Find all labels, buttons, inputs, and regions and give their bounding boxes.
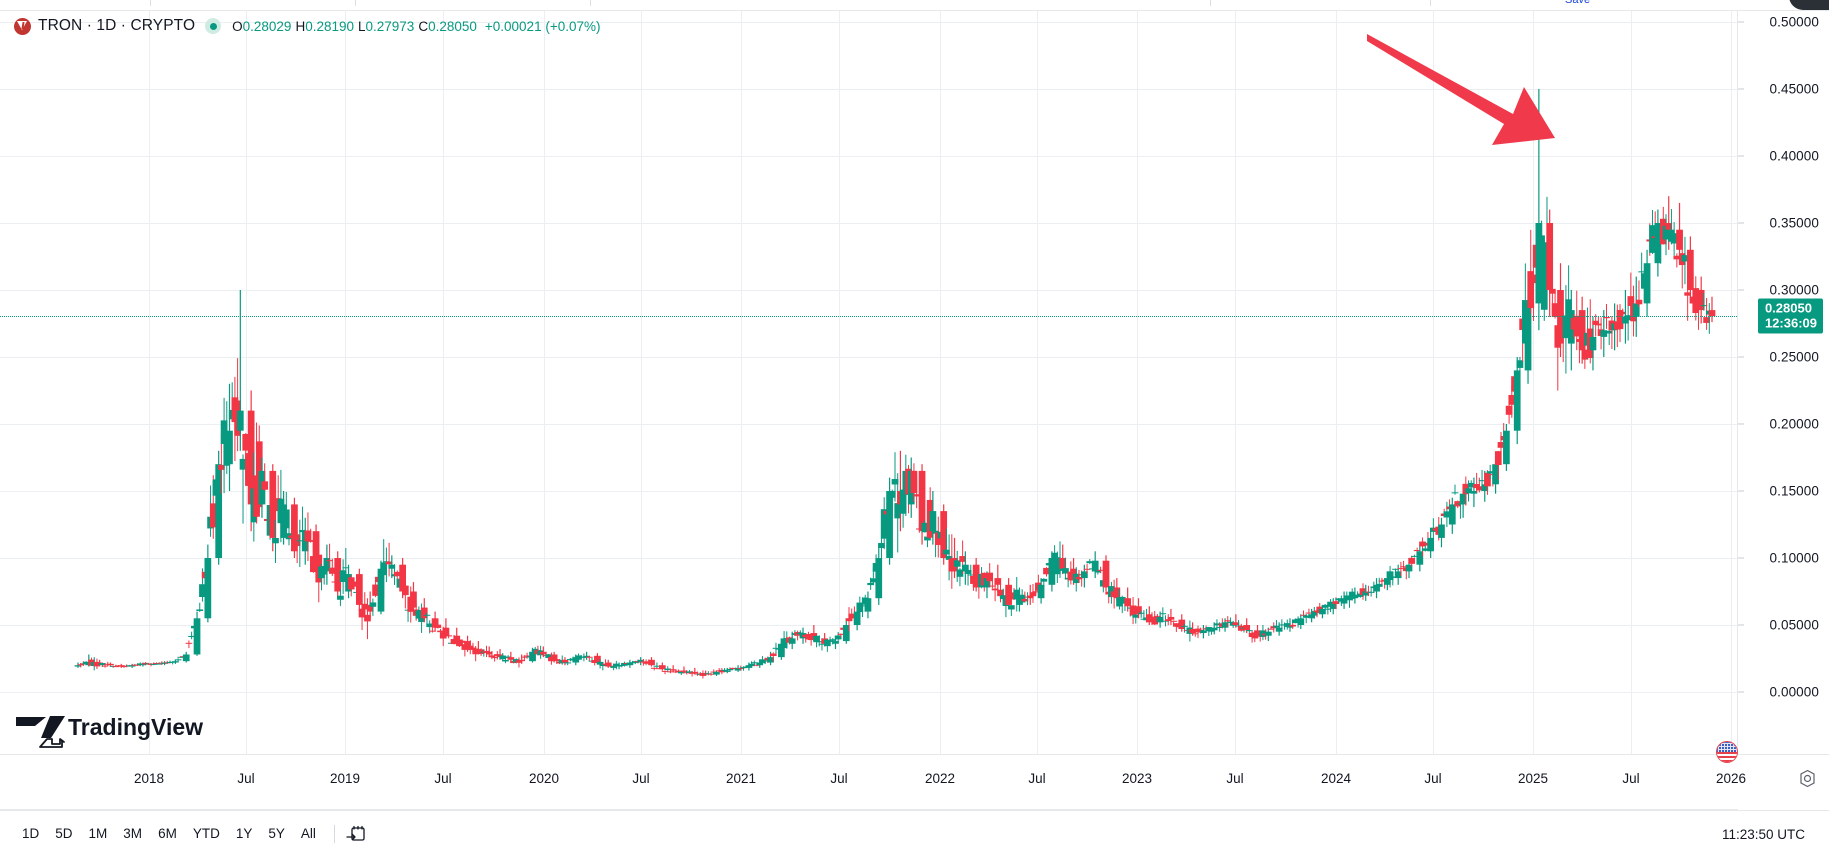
browser-chrome-strip: Save [0, 0, 1829, 10]
price-tick: 0.30000 [1769, 282, 1819, 298]
time-tick: Jul [830, 771, 848, 786]
price-tick: 0.35000 [1769, 215, 1819, 231]
timeframe-ytd[interactable]: YTD [185, 822, 228, 846]
price-tick: 0.25000 [1769, 349, 1819, 365]
price-axis[interactable]: 0.50000 0.45000 0.40000 0.35000 0.30000 … [1737, 11, 1829, 811]
last-price-badge[interactable]: 0.28050 12:36:09 [1757, 298, 1823, 334]
tradingview-logo-icon[interactable]: TradingView [14, 711, 210, 751]
time-tick: 2018 [133, 771, 165, 786]
price-tick: 0.45000 [1769, 81, 1819, 97]
timeframe-1y[interactable]: 1Y [228, 822, 261, 846]
tradingview-wordmark: TradingView [68, 714, 203, 740]
price-tick: 0.50000 [1769, 14, 1819, 30]
time-tick: Jul [1622, 771, 1640, 786]
price-tick: 0.00000 [1769, 684, 1819, 700]
last-price-value: 0.28050 [1764, 300, 1812, 316]
price-tick: 0.20000 [1769, 416, 1819, 432]
time-tick: Jul [632, 771, 650, 786]
timeframe-all[interactable]: All [293, 822, 324, 846]
utc-clock: 11:23:50 UTC [1721, 826, 1805, 842]
candlestick-series [74, 89, 1716, 679]
green-status-dot-icon [205, 18, 222, 34]
chart-legend[interactable]: TRON · 1D · CRYPTO O0.28029 H0.28190 L0.… [14, 17, 600, 35]
time-tick: 2019 [329, 771, 361, 786]
ohlc-close: C0.28050 [418, 18, 477, 34]
ohlc-high: H0.28190 [295, 18, 354, 34]
symbol-title[interactable]: TRON · 1D · CRYPTO [38, 17, 196, 34]
time-tick: 2026 [1715, 771, 1747, 786]
ohlc-open: O0.28029 [232, 18, 292, 34]
toolbar-divider [333, 825, 335, 843]
tron-logo-icon [14, 17, 31, 35]
us-flag-icon [1716, 741, 1738, 763]
timeframe-1d[interactable]: 1D [14, 822, 47, 846]
timeframe-3m[interactable]: 3M [115, 822, 150, 846]
time-tick: Jul [434, 771, 452, 786]
time-axis[interactable]: 2018 Jul 2019 Jul 2020 Jul 2021 Jul 2022… [0, 741, 1829, 809]
bottom-toolbar: 1D 5D 1M 3M 6M YTD 1Y 5Y All 11:23:50 UT… [0, 810, 1829, 857]
timeframe-5d[interactable]: 5D [47, 822, 80, 846]
timeframe-6m[interactable]: 6M [150, 822, 185, 846]
timezone-clock-icon[interactable] [1798, 769, 1817, 788]
time-tick: 2021 [725, 771, 757, 786]
price-tick: 0.15000 [1769, 483, 1819, 499]
time-tick: 2022 [924, 771, 956, 786]
time-tick: Jul [1028, 771, 1046, 786]
time-tick: Jul [237, 771, 255, 786]
time-tick: 2025 [1517, 771, 1549, 786]
goto-date-calendar-icon[interactable] [345, 823, 367, 845]
price-tick: 0.10000 [1769, 550, 1819, 566]
price-tick: 0.40000 [1769, 148, 1819, 164]
timeframe-1m[interactable]: 1M [81, 822, 116, 846]
chart-frame: 0.50000 0.45000 0.40000 0.35000 0.30000 … [0, 10, 1829, 811]
browser-save-link[interactable]: Save [1565, 0, 1591, 6]
chart-pane[interactable] [0, 11, 1737, 811]
browser-avatar[interactable] [1789, 0, 1829, 10]
ohlc-low: L0.27973 [358, 18, 415, 34]
time-tick: 2023 [1121, 771, 1153, 786]
last-price-line [0, 316, 1737, 318]
time-tick: 2024 [1320, 771, 1352, 786]
ohlc-values: O0.28029 H0.28190 L0.27973 C0.28050 +0.0… [232, 19, 600, 34]
price-tick: 0.05000 [1769, 617, 1819, 633]
price-change: +0.00021 (+0.07%) [484, 18, 601, 34]
time-tick: 2020 [528, 771, 560, 786]
timeframe-5y[interactable]: 5Y [260, 822, 293, 846]
timeframe-group: 1D 5D 1M 3M 6M YTD 1Y 5Y All [14, 822, 367, 846]
bar-countdown: 12:36:09 [1764, 315, 1817, 331]
time-tick: Jul [1424, 771, 1442, 786]
time-tick: Jul [1226, 771, 1244, 786]
